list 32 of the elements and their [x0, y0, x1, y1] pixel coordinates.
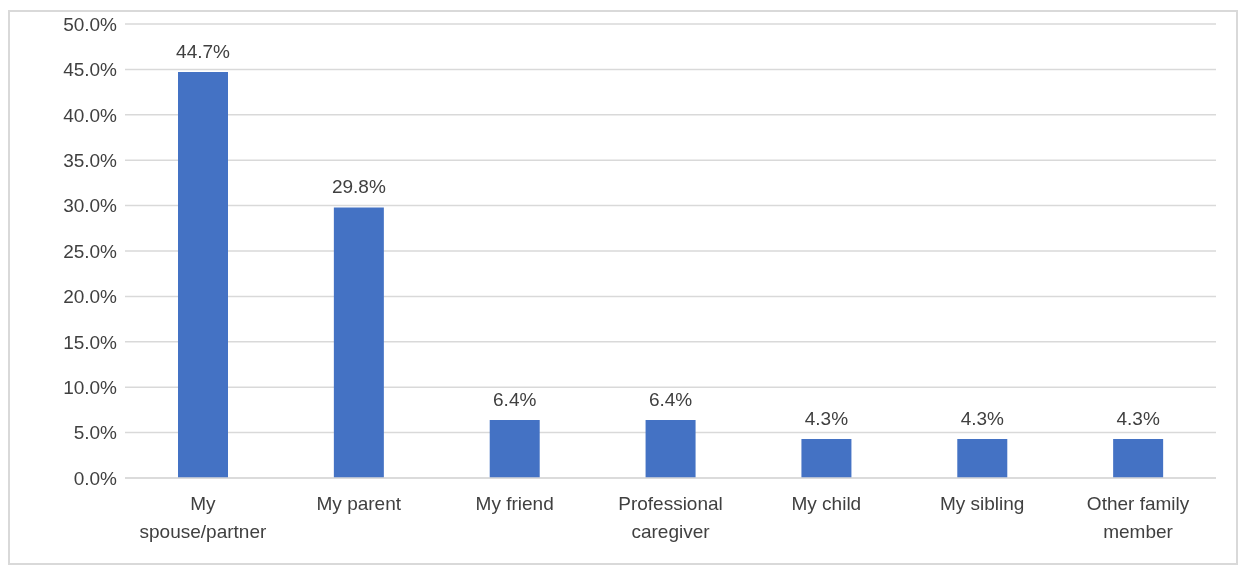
x-tick-label: My friend: [475, 493, 554, 514]
y-tick-label: 25.0%: [63, 240, 118, 262]
bar: [489, 419, 540, 478]
y-tick-label: 15.0%: [63, 331, 118, 353]
bar: [957, 438, 1008, 478]
y-tick-label: 50.0%: [63, 13, 118, 35]
data-label: 6.4%: [648, 388, 693, 410]
y-tick-label: 35.0%: [63, 149, 118, 171]
y-tick-label: 5.0%: [73, 422, 118, 444]
bar: [645, 419, 696, 478]
y-tick-label: 0.0%: [73, 467, 118, 489]
x-tick-label: My child: [791, 493, 862, 514]
y-tick-label: 30.0%: [63, 195, 118, 217]
data-label: 4.3%: [960, 407, 1005, 429]
data-label: 4.3%: [1116, 407, 1160, 429]
data-label: 44.7%: [176, 41, 231, 63]
x-tick-label: Other family member: [1086, 493, 1190, 542]
bar: [1113, 438, 1164, 478]
x-tick-label: My spouse/partner: [139, 493, 267, 542]
x-tick-label: My parent: [316, 493, 402, 514]
bar: [178, 72, 228, 478]
x-tick-label: Professional caregiver: [618, 493, 723, 542]
data-label: 6.4%: [493, 388, 537, 410]
data-label: 29.8%: [331, 176, 386, 198]
y-tick-label: 40.0%: [63, 104, 118, 126]
x-tick-label: My sibling: [939, 493, 1025, 514]
bar: [333, 207, 384, 478]
y-tick-label: 10.0%: [63, 376, 118, 398]
data-label: 4.3%: [804, 407, 849, 429]
bar: [801, 438, 852, 478]
y-tick-label: 45.0%: [63, 59, 118, 81]
y-tick-label: 20.0%: [63, 286, 118, 308]
